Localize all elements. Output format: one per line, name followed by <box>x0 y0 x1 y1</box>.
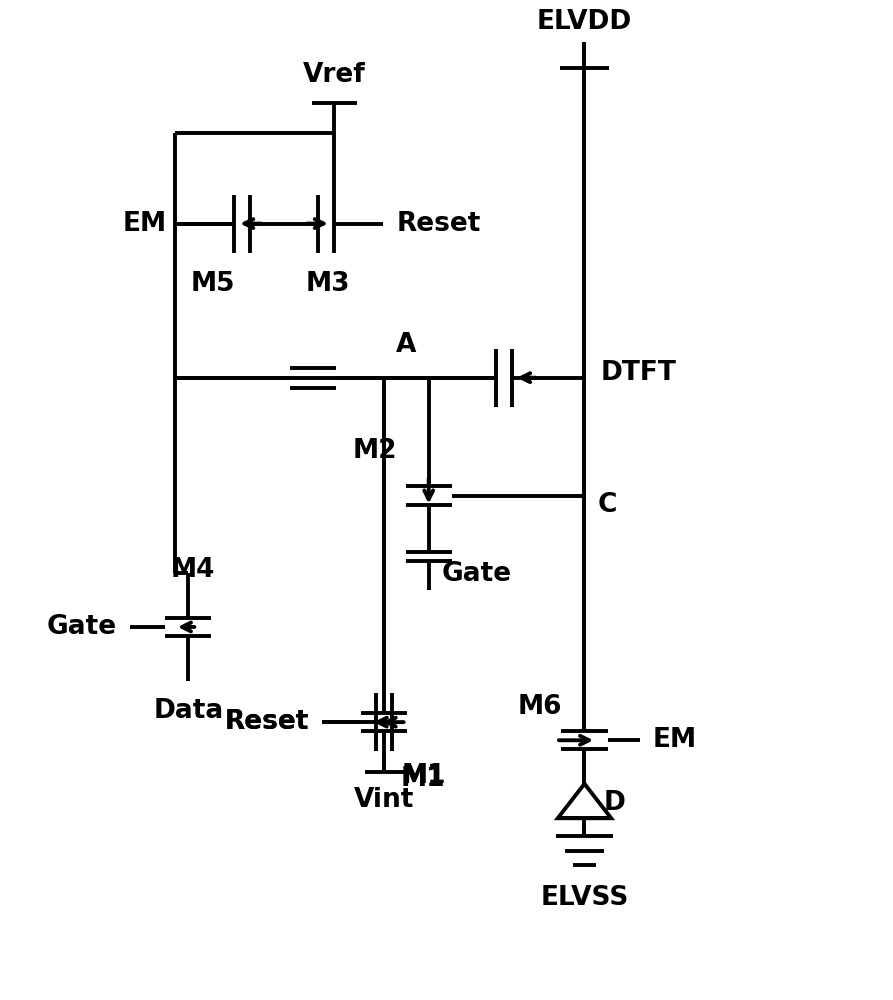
Text: C: C <box>597 492 617 518</box>
Text: EM: EM <box>123 211 167 237</box>
Text: M3: M3 <box>305 271 350 297</box>
Text: Vref: Vref <box>303 62 366 88</box>
Text: Vint: Vint <box>354 787 414 813</box>
Text: M6: M6 <box>518 694 563 720</box>
Text: Gate: Gate <box>442 561 513 587</box>
Text: Reset: Reset <box>224 709 308 735</box>
Text: M1: M1 <box>400 766 445 792</box>
Text: ELVSS: ELVSS <box>540 885 629 911</box>
Text: A: A <box>396 332 417 358</box>
Text: M1: M1 <box>402 763 446 789</box>
Text: ELVDD: ELVDD <box>537 9 632 35</box>
Text: EM: EM <box>653 727 697 753</box>
Text: Gate: Gate <box>47 614 117 640</box>
Text: M4: M4 <box>171 557 215 583</box>
Text: DTFT: DTFT <box>600 360 676 386</box>
Text: D: D <box>604 790 626 816</box>
Text: M5: M5 <box>191 271 236 297</box>
Text: M2: M2 <box>353 438 397 464</box>
Text: Data: Data <box>154 698 223 724</box>
Text: Reset: Reset <box>396 211 481 237</box>
Text: Reset: Reset <box>225 709 309 735</box>
